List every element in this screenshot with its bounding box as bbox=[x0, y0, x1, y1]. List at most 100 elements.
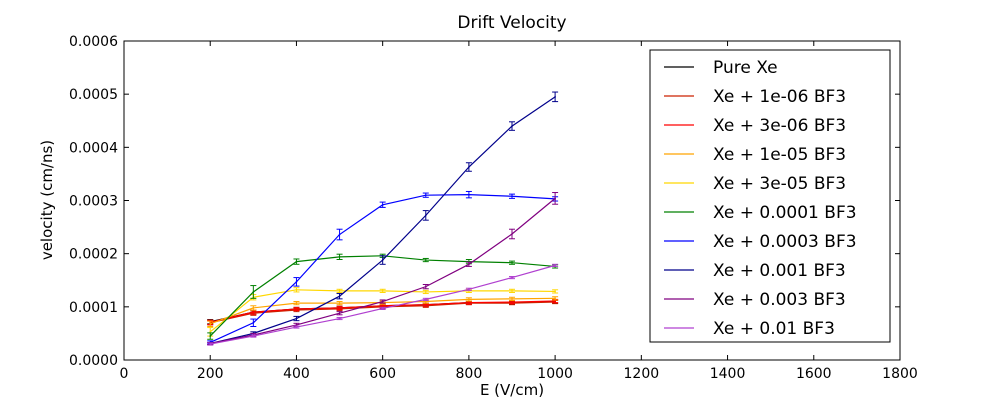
legend-label: Pure Xe bbox=[713, 58, 778, 78]
series-8 bbox=[207, 192, 559, 346]
x-tick-label: 1800 bbox=[882, 366, 918, 382]
data-point bbox=[511, 125, 513, 127]
data-point bbox=[338, 317, 341, 320]
data-point bbox=[295, 317, 298, 320]
x-tick-label: 800 bbox=[456, 366, 483, 382]
series-9 bbox=[207, 263, 559, 346]
x-axis-label: E (V/cm) bbox=[480, 381, 544, 399]
series-6 bbox=[207, 190, 559, 345]
data-point bbox=[468, 288, 470, 291]
x-tick-label: 200 bbox=[197, 366, 224, 382]
legend-label: Xe + 0.003 BF3 bbox=[713, 290, 846, 310]
data-point bbox=[381, 300, 384, 303]
data-point bbox=[381, 259, 384, 261]
data-point bbox=[468, 193, 470, 196]
data-point bbox=[511, 276, 513, 279]
series-7 bbox=[207, 91, 559, 346]
data-point bbox=[295, 260, 298, 263]
data-point bbox=[554, 264, 556, 267]
data-point bbox=[554, 300, 556, 302]
series-line bbox=[210, 197, 556, 345]
x-tick-label: 400 bbox=[283, 366, 310, 382]
data-point bbox=[338, 256, 341, 258]
chart-title: Drift Velocity bbox=[457, 13, 566, 33]
data-point bbox=[468, 263, 470, 266]
data-point bbox=[468, 166, 470, 168]
data-point bbox=[424, 259, 427, 261]
legend-label: Xe + 3e-05 BF3 bbox=[713, 174, 846, 194]
data-point bbox=[381, 307, 384, 310]
series-line bbox=[209, 194, 556, 344]
legend: Pure Xe Xe + 1e-06 BF3 Xe + 3e-06 BF3 Xe + … bbox=[649, 49, 891, 343]
y-tick-label: 0.0000 bbox=[69, 353, 118, 369]
y-tick-label: 0.0001 bbox=[69, 300, 118, 316]
legend-label: Xe + 1e-05 BF3 bbox=[713, 145, 846, 165]
data-point bbox=[252, 335, 255, 337]
data-point bbox=[554, 96, 556, 98]
data-point bbox=[338, 233, 341, 236]
data-point bbox=[468, 298, 470, 301]
series-line bbox=[209, 289, 556, 333]
y-tick-label: 0.0006 bbox=[69, 34, 118, 50]
y-tick-label: 0.0004 bbox=[69, 140, 118, 156]
legend-label: Xe + 0.001 BF3 bbox=[713, 261, 846, 281]
data-point bbox=[424, 300, 427, 303]
data-point bbox=[209, 323, 212, 325]
x-tick-label: 1400 bbox=[710, 366, 746, 382]
data-point bbox=[424, 298, 427, 301]
data-point bbox=[295, 324, 298, 326]
data-point bbox=[424, 214, 427, 217]
data-point bbox=[209, 343, 212, 345]
y-axis-label: velocity (cm/ns) bbox=[38, 140, 56, 260]
data-point bbox=[381, 290, 384, 292]
data-point bbox=[511, 195, 513, 198]
x-tick-label: 600 bbox=[369, 366, 396, 382]
legend-label: Xe + 1e-06 BF3 bbox=[713, 87, 846, 107]
data-point bbox=[338, 290, 341, 292]
axis-ticks: 0 200 400 600 800 1000 1200 1400 1600 1800 0.0000 0… bbox=[69, 34, 918, 382]
data-point bbox=[511, 261, 513, 264]
legend-label: Xe + 0.0001 BF3 bbox=[713, 203, 857, 223]
data-point bbox=[381, 304, 384, 307]
data-point bbox=[338, 312, 341, 315]
data-point bbox=[338, 295, 341, 298]
data-point bbox=[252, 311, 255, 313]
data-point bbox=[381, 203, 384, 206]
data-point bbox=[209, 331, 212, 333]
data-point bbox=[252, 307, 255, 309]
data-point bbox=[511, 298, 513, 300]
data-point bbox=[295, 302, 298, 304]
data-point bbox=[338, 307, 341, 309]
data-point bbox=[338, 302, 341, 304]
legend-label: Xe + 0.0003 BF3 bbox=[713, 232, 857, 252]
legend-label: Xe + 0.01 BF3 bbox=[713, 319, 835, 339]
x-tick-label: 1200 bbox=[624, 366, 660, 382]
data-point bbox=[295, 281, 298, 283]
data-point bbox=[424, 285, 427, 288]
x-tick-label: 1000 bbox=[537, 366, 573, 382]
data-point bbox=[554, 197, 556, 200]
plot-area bbox=[207, 91, 559, 346]
data-point bbox=[295, 308, 298, 310]
legend-box bbox=[649, 49, 891, 343]
data-point bbox=[424, 194, 427, 196]
y-tick-label: 0.0003 bbox=[69, 194, 118, 210]
data-point bbox=[295, 289, 298, 291]
x-tick-label: 0 bbox=[120, 366, 129, 382]
data-point bbox=[424, 291, 427, 293]
data-point bbox=[209, 335, 212, 337]
x-tick-label: 1600 bbox=[796, 366, 832, 382]
data-point bbox=[468, 301, 470, 304]
data-point bbox=[554, 297, 556, 300]
data-point bbox=[511, 301, 513, 303]
y-tick-label: 0.0002 bbox=[69, 247, 118, 263]
data-point bbox=[511, 290, 513, 292]
y-tick-label: 0.0005 bbox=[69, 87, 118, 103]
legend-label: Xe + 3e-06 BF3 bbox=[713, 116, 846, 136]
data-point bbox=[252, 291, 255, 293]
data-point bbox=[511, 233, 513, 235]
data-point bbox=[252, 321, 255, 324]
data-point bbox=[424, 303, 427, 306]
data-point bbox=[554, 290, 556, 293]
